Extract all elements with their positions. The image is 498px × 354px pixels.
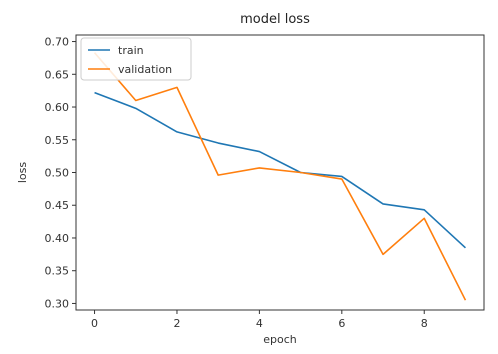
y-tick-label: 0.70	[45, 36, 70, 49]
y-tick-label: 0.60	[45, 101, 70, 114]
y-tick-label: 0.40	[45, 232, 70, 245]
series-line-train	[94, 91, 466, 249]
x-axis-ticks: 0 2 4 6 8	[91, 310, 428, 330]
y-tick-label: 0.35	[45, 265, 70, 278]
series-line-validation	[93, 52, 467, 301]
series-layer	[93, 52, 467, 301]
x-tick-label: 4	[256, 317, 263, 330]
y-tick-label: 0.55	[45, 134, 70, 147]
legend-label-train: train	[118, 44, 144, 57]
legend: train validation	[80, 37, 192, 81]
x-tick-label: 2	[173, 317, 180, 330]
legend-label-validation: validation	[118, 63, 172, 76]
y-axis-ticks: 0.30 0.35 0.40 0.45 0.50 0.55 0.60 0.65 0.70	[45, 36, 76, 310]
chart-title: model loss	[240, 12, 310, 27]
x-tick-label: 0	[91, 317, 98, 330]
y-axis-label: loss	[16, 162, 29, 184]
y-tick-label: 0.65	[45, 68, 70, 81]
y-tick-label: 0.50	[45, 167, 70, 180]
x-tick-label: 6	[338, 317, 345, 330]
x-tick-label: 8	[421, 317, 428, 330]
y-tick-label: 0.30	[45, 297, 70, 310]
x-axis-label: epoch	[263, 333, 297, 346]
y-tick-label: 0.45	[45, 199, 70, 212]
